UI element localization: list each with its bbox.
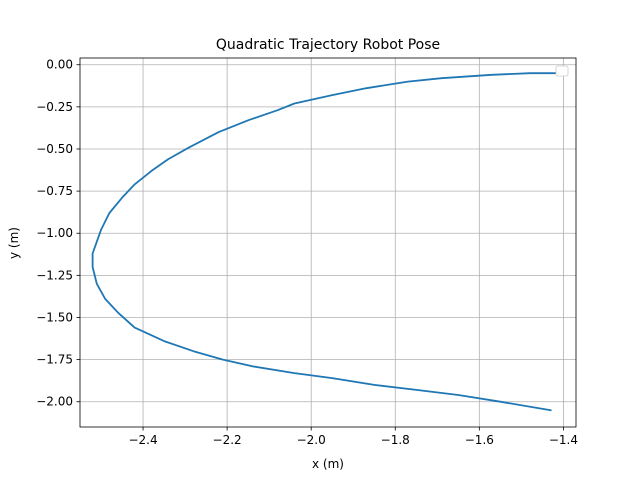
y-axis: 0.00 −0.25 −0.50 −0.75 −1.00 −1.25 −1.50 −1.75 −… — [36, 58, 80, 409]
y-tick-label: −2.00 — [36, 395, 73, 409]
x-tick-label: −2.0 — [297, 433, 326, 447]
y-tick-label: −1.50 — [36, 310, 73, 324]
grid-lines — [80, 58, 576, 427]
y-tick-label: −1.00 — [36, 226, 73, 240]
axes-frame — [79, 57, 577, 428]
legend-box — [555, 65, 569, 77]
x-tick-label: −1.6 — [465, 433, 494, 447]
x-tick-label: −1.8 — [381, 433, 410, 447]
x-tick-label: −2.4 — [128, 433, 157, 447]
y-tick-label: 0.00 — [46, 58, 73, 72]
x-axis-label: x (m) — [312, 457, 344, 471]
y-tick-label: −0.25 — [36, 100, 73, 114]
x-tick-label: −1.4 — [549, 433, 578, 447]
y-tick-label: −0.75 — [36, 184, 73, 198]
plot-area — [80, 58, 576, 427]
y-tick-label: −0.50 — [36, 142, 73, 156]
x-axis: −2.4 −2.2 −2.0 −1.8 −1.6 −1.4 — [128, 427, 578, 447]
y-tick-label: −1.25 — [36, 268, 73, 282]
series-line — [91, 72, 565, 412]
y-axis-label: y (m) — [7, 227, 21, 259]
x-tick-label: −2.2 — [213, 433, 242, 447]
y-tick-label: −1.75 — [36, 353, 73, 367]
chart-title: Quadratic Trajectory Robot Pose — [216, 37, 440, 53]
series-layer — [91, 72, 565, 412]
